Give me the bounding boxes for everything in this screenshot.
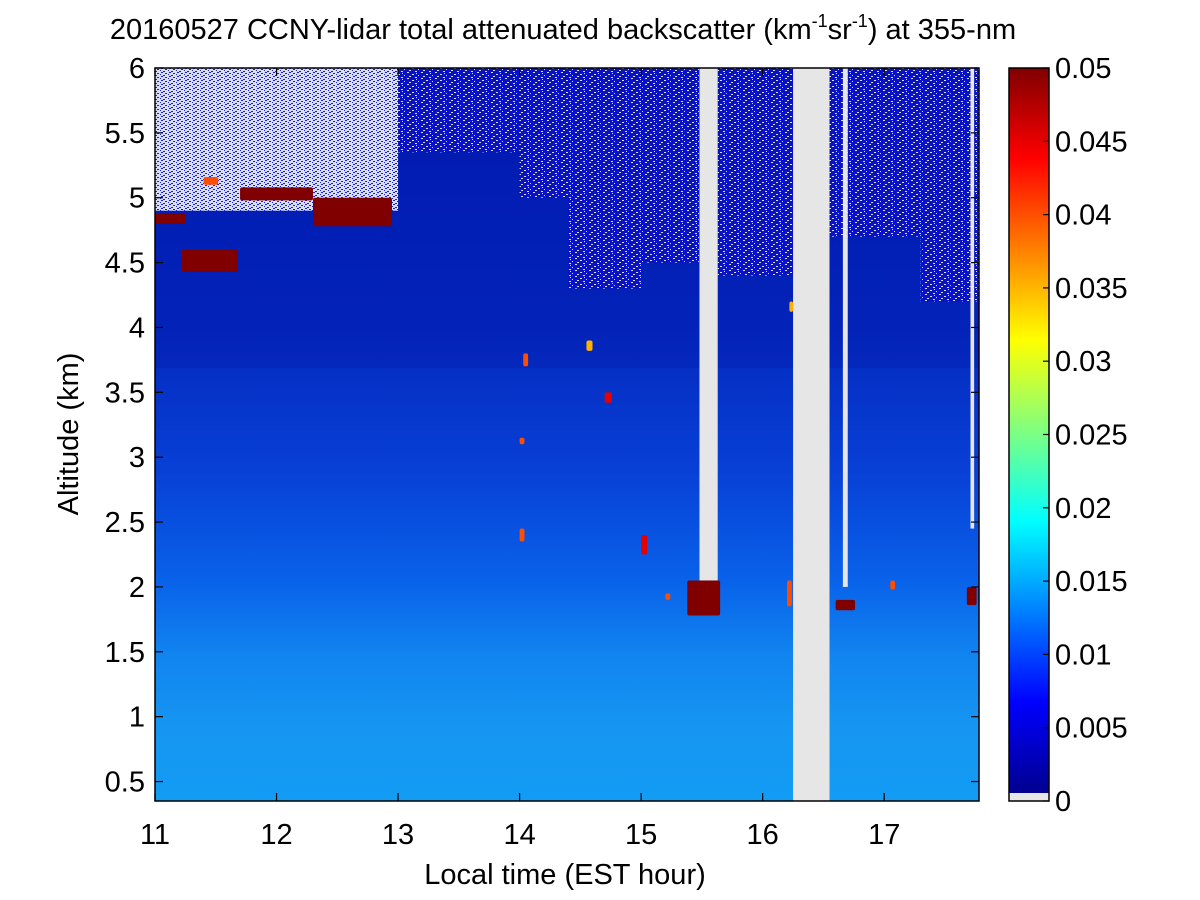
missing-data-2 bbox=[842, 68, 848, 587]
missing-data-0 bbox=[793, 68, 830, 801]
cloud-feature-15 bbox=[519, 437, 525, 445]
y-tick-label: 3 bbox=[129, 442, 145, 474]
noise-streak-1 bbox=[398, 68, 520, 153]
cloud-feature-13 bbox=[890, 580, 896, 590]
cloud-feature-8 bbox=[641, 535, 648, 555]
noise-streak-4 bbox=[641, 68, 700, 263]
colorbar-missing-swatch bbox=[1009, 793, 1049, 801]
cloud-feature-14 bbox=[665, 593, 671, 600]
cloud-feature-9 bbox=[519, 528, 525, 542]
x-tick-label: 11 bbox=[140, 819, 170, 851]
noise-layer bbox=[155, 68, 979, 302]
cloud-feature-11 bbox=[604, 392, 612, 403]
y-tick-label: 4.5 bbox=[105, 248, 145, 280]
cloud-feature-1 bbox=[240, 187, 313, 201]
y-tick-label: 3.5 bbox=[105, 377, 145, 409]
cloud-feature-17 bbox=[786, 580, 792, 607]
y-axis-label: Altitude (km) bbox=[53, 353, 85, 516]
x-axis: 11 12 13 14 15 16 17 bbox=[140, 68, 900, 851]
noise-streak-3 bbox=[568, 68, 642, 289]
y-axis: 0.5 1 1.5 2 2.5 3 3.5 4 4.5 5 5.5 6 bbox=[105, 53, 979, 799]
x-tick-label: 14 bbox=[503, 819, 535, 851]
missing-data-3 bbox=[970, 68, 975, 529]
colorbar-tick-label: 0.01 bbox=[1055, 639, 1111, 671]
colorbar-tick-label: 0.025 bbox=[1055, 420, 1128, 452]
cloud-feature-7 bbox=[966, 586, 977, 606]
x-axis-label: Local time (EST hour) bbox=[424, 859, 706, 891]
y-tick-label: 1.5 bbox=[105, 637, 145, 669]
cloud-feature-10 bbox=[523, 353, 529, 367]
colorbar-tick-label: 0.04 bbox=[1055, 200, 1111, 232]
cloud-feature-6 bbox=[835, 599, 856, 611]
x-tick-label: 12 bbox=[260, 819, 292, 851]
cloud-layer bbox=[155, 176, 977, 616]
noise-streak-2 bbox=[519, 68, 569, 198]
colorbar-tick-label: 0 bbox=[1055, 786, 1071, 818]
cloud-feature-16 bbox=[789, 301, 794, 312]
noise-streak-7 bbox=[920, 68, 979, 302]
cloud-feature-2 bbox=[312, 197, 392, 227]
colorbar-tick-label: 0.005 bbox=[1055, 713, 1128, 745]
x-tick-label: 15 bbox=[625, 819, 657, 851]
x-tick-label: 13 bbox=[382, 819, 414, 851]
cloud-feature-4 bbox=[203, 176, 219, 185]
y-tick-label: 1 bbox=[129, 702, 145, 734]
colorbar: 0 0.005 0.01 0.015 0.02 0.025 0.03 0.035 0.04 0.0… bbox=[1008, 53, 1128, 818]
y-tick-label: 2 bbox=[129, 572, 145, 604]
y-tick-label: 0.5 bbox=[105, 767, 145, 799]
noise-streak-5 bbox=[717, 68, 794, 276]
cloud-feature-3 bbox=[181, 249, 238, 272]
missing-data-layer bbox=[699, 68, 975, 801]
colorbar-gradient bbox=[1009, 68, 1049, 793]
cloud-feature-0 bbox=[155, 213, 186, 224]
y-tick-label: 2.5 bbox=[105, 507, 145, 539]
colorbar-tick-label: 0.03 bbox=[1055, 346, 1111, 378]
missing-data-1 bbox=[699, 68, 718, 581]
x-tick-label: 17 bbox=[868, 819, 900, 851]
colorbar-tick-label: 0.015 bbox=[1055, 566, 1128, 598]
colorbar-tick-label: 0.02 bbox=[1055, 493, 1111, 525]
colorbar-tick-label: 0.035 bbox=[1055, 273, 1128, 305]
x-tick-label: 16 bbox=[747, 819, 779, 851]
noise-streak-0 bbox=[155, 68, 399, 211]
chart-title: 20160527 CCNY-lidar total attenuated bac… bbox=[109, 11, 1017, 46]
colorbar-tick-label: 0.05 bbox=[1055, 53, 1111, 85]
y-tick-label: 4 bbox=[129, 312, 145, 344]
y-tick-label: 5 bbox=[129, 183, 145, 215]
cloud-feature-5 bbox=[687, 580, 721, 616]
y-tick-label: 5.5 bbox=[105, 118, 145, 150]
colorbar-tick-label: 0.045 bbox=[1055, 126, 1128, 158]
plot-frame bbox=[154, 67, 980, 802]
y-tick-label: 6 bbox=[129, 53, 145, 85]
cloud-feature-12 bbox=[586, 340, 593, 351]
plot-area bbox=[155, 68, 979, 801]
